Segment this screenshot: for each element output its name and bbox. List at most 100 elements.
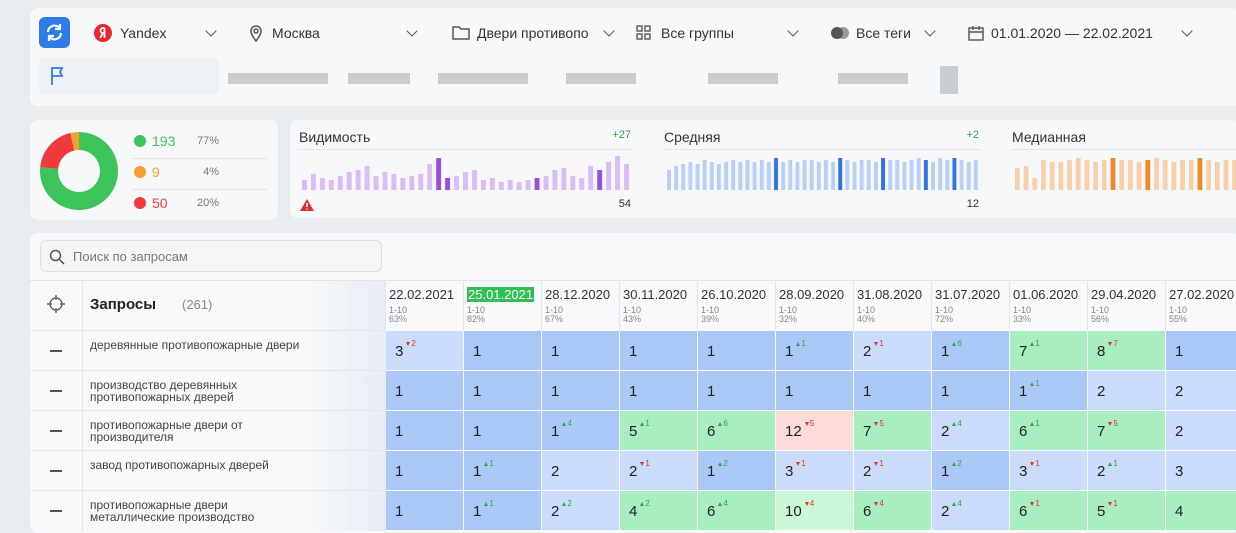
position-cell: 1 (620, 371, 697, 410)
row-collapse[interactable] (50, 390, 62, 392)
groups-select[interactable]: Все группы (661, 25, 734, 41)
column-range: 1-10 (857, 305, 876, 315)
summary-row: 50 20% (132, 190, 267, 220)
sparkline-bar (1041, 160, 1046, 190)
sparkline-bar (923, 160, 928, 190)
sparkline-bar (1180, 160, 1185, 190)
row-collapse[interactable] (50, 510, 62, 512)
sparkline-last: 12 (966, 198, 979, 210)
position-value: 8 (1097, 343, 1106, 360)
position-value: 6 (707, 423, 716, 440)
position-change: 1 (484, 499, 494, 508)
position-value: 3 (1175, 463, 1184, 480)
sparkline-title: Видимость (299, 129, 371, 145)
change-value: 1 (1035, 339, 1040, 348)
project-select[interactable]: Двери противопо (477, 25, 589, 41)
sparkline-bar (319, 178, 325, 190)
column-header: 30.11.2020 1-10 43% (623, 287, 701, 324)
position-value: 2 (551, 463, 560, 480)
trend-arrow (874, 421, 879, 426)
position-change: 5 (1108, 419, 1118, 428)
refresh-button[interactable] (39, 17, 70, 48)
column-range: 1-10 (1091, 305, 1110, 315)
change-value: 1 (879, 339, 884, 348)
sparkline-delta: +27 (612, 129, 631, 141)
column-range: 1-10 (1169, 305, 1188, 315)
trend-arrow (874, 501, 879, 506)
engine-select[interactable]: Yandex (120, 25, 167, 41)
query-text: противопожарные двери от производителя (90, 419, 243, 444)
position-change: 2 (640, 499, 650, 508)
pin-icon (250, 25, 262, 42)
sparkline-bar (579, 178, 585, 190)
flag-icon (51, 67, 64, 85)
column-share: 72% (935, 314, 954, 324)
region-select[interactable]: Москва (272, 25, 320, 41)
sparkline-bar (1110, 158, 1116, 190)
period-select[interactable]: 01.01.2020 — 22.02.2021 (991, 25, 1153, 41)
trend-arrow (1108, 461, 1113, 466)
position-change: 1 (1108, 459, 1118, 468)
row-collapse[interactable] (50, 430, 62, 432)
flag-filter[interactable] (39, 58, 219, 94)
sparkline-bar (688, 162, 693, 190)
column-divider (541, 282, 542, 331)
sparkline-bar (802, 160, 807, 190)
position-cell: 12 5 (776, 411, 853, 450)
column-share: 63% (389, 314, 408, 324)
sparkline-bar (674, 166, 679, 190)
position-change: 2 (406, 339, 416, 348)
position-cell: 1 (620, 331, 697, 370)
column-share: 82% (467, 314, 486, 324)
sparkline-bar (831, 162, 836, 190)
row-collapse[interactable] (50, 470, 62, 472)
sparkline-bar (480, 180, 486, 190)
position-cell: 1 (542, 331, 619, 370)
blurred-text (838, 73, 908, 84)
sparkline-bar (1119, 160, 1125, 190)
position-value: 2 (863, 463, 872, 480)
change-value: 1 (879, 459, 884, 468)
tags-select[interactable]: Все теги (856, 25, 911, 41)
column-date: 30.11.2020 (623, 287, 688, 302)
change-value: 5 (809, 419, 815, 428)
search-box[interactable]: Поиск по запросам (40, 240, 382, 272)
sparkline-bar (838, 158, 843, 190)
column-range: 1-10 (701, 305, 720, 315)
trend-arrow (562, 501, 567, 506)
target-icon[interactable] (46, 294, 66, 314)
position-value: 2 (551, 503, 560, 520)
toolbar (30, 8, 1236, 106)
position-value: 7 (863, 423, 872, 440)
donut-segment (40, 132, 75, 169)
row-divider (30, 330, 386, 331)
position-cell: 2 (1166, 371, 1236, 410)
sparkline-bar (873, 162, 878, 190)
trend-arrow (484, 501, 489, 506)
sparkline-title: Медианная (1012, 129, 1086, 145)
position-value: 1 (551, 423, 560, 440)
trend-arrow (1108, 501, 1113, 506)
sparkline-bar (1136, 162, 1142, 190)
column-header: 26.10.2020 1-10 39% (701, 287, 779, 324)
trend-arrow (1030, 381, 1035, 386)
trend-arrow (796, 461, 801, 466)
trend-arrow (1108, 421, 1113, 426)
position-value: 10 (785, 503, 802, 520)
position-change: 1 (874, 459, 884, 468)
sparkline-bar (866, 160, 871, 190)
sparkline-bar (774, 158, 778, 190)
sparkline-bar (445, 178, 451, 190)
row-collapse[interactable] (50, 350, 62, 352)
trend-arrow (874, 461, 879, 466)
